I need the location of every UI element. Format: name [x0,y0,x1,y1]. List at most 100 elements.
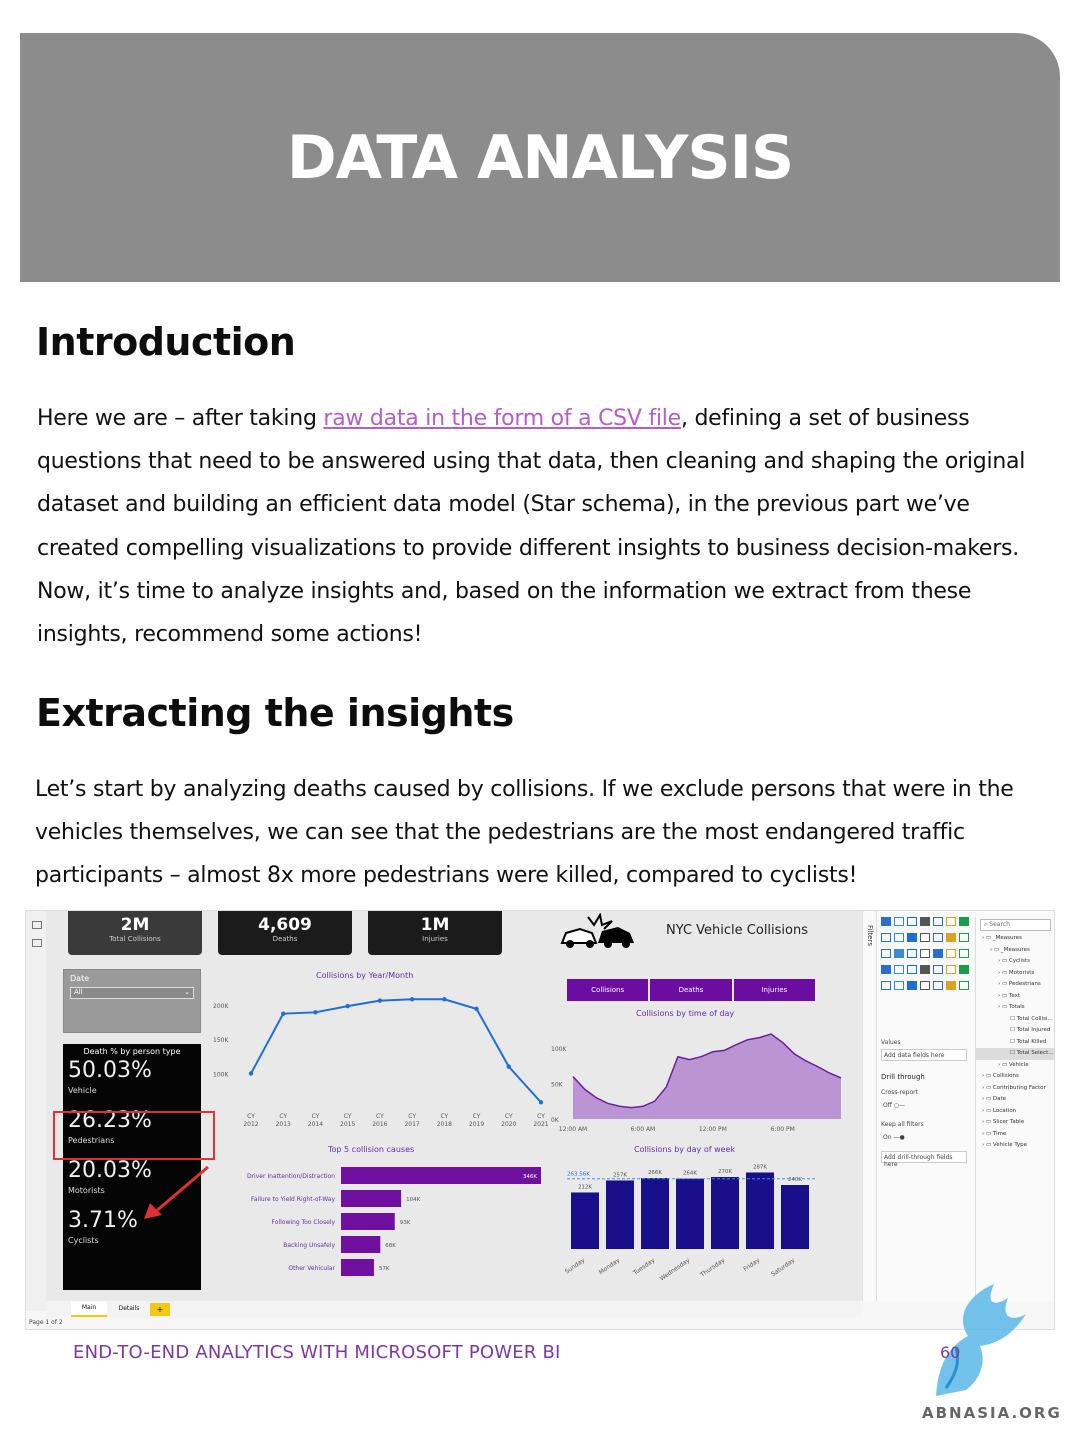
field-item[interactable]: › ▭ Motorists [976,968,1054,980]
field-label: Totals [1008,1004,1025,1010]
search-placeholder: Search [989,921,1010,928]
field-item[interactable]: ☐ Total Select... [976,1048,1054,1060]
x-tick-label: CY [505,1113,513,1120]
field-item[interactable]: › ▭ Totals [976,1002,1054,1014]
visual-type-icon[interactable] [894,933,904,942]
visual-type-icon[interactable] [881,949,891,958]
visual-type-icon[interactable] [933,965,943,974]
visual-type-icon[interactable] [920,933,930,942]
data-point [442,997,447,1002]
visual-type-icon[interactable] [959,933,969,942]
visual-type-icon[interactable] [959,917,969,926]
visual-type-icon[interactable] [881,981,891,990]
cross-report-label: Cross-report [881,1089,918,1096]
visual-type-icon[interactable] [959,965,969,974]
field-item[interactable]: ☐ Total Killed [976,1037,1054,1049]
slicer-dropdown[interactable]: All ⌄ [70,987,194,999]
field-item[interactable]: › ▭ Time [976,1129,1054,1141]
measure-buttons: Collisions Deaths Injuries [567,979,815,1001]
field-item[interactable]: ☐ Total Collisi... [976,1014,1054,1026]
collisions-button[interactable]: Collisions [567,979,649,1001]
field-item[interactable]: › ▭ Vehicle [976,1060,1054,1072]
visual-type-icon[interactable] [946,965,956,974]
visual-type-icon[interactable] [907,933,917,942]
report-view-icon[interactable] [32,921,42,929]
y-tick-label: 100K [551,1046,567,1053]
field-item[interactable]: ☐ Total Injured [976,1025,1054,1037]
page-tabs: Main Details + [46,1301,862,1317]
add-page-button[interactable]: + [150,1303,170,1316]
fields-search[interactable]: ⌕ Search [980,919,1051,931]
visual-type-icon[interactable] [894,949,904,958]
field-item[interactable]: › ▭ Pedestrians [976,979,1054,991]
chart-title: Collisions by time of day [636,1009,735,1018]
visual-type-icon[interactable] [933,949,943,958]
kpi-collisions[interactable]: 2M Total Collisions [68,911,202,955]
visual-type-icon[interactable] [907,917,917,926]
bar [606,1180,634,1249]
table-icon: › ▭ [998,1004,1009,1010]
kpi-injuries[interactable]: 1M Injuries [368,911,502,955]
page-number: 60 [940,1343,961,1362]
field-item[interactable]: › ▭ Contributing Factor [976,1083,1054,1095]
cross-report-toggle[interactable]: Off ○— [883,1102,906,1109]
field-item[interactable]: › ▭ Slicer Table [976,1117,1054,1129]
visualizations-grid [881,917,971,995]
x-tick-label: Thursday [698,1257,726,1280]
keep-filters-label: Keep all filters [881,1121,924,1128]
average-label: 263.56K [567,1172,590,1178]
visual-type-icon[interactable] [920,981,930,990]
table-icon: › ▭ [982,1107,993,1114]
tab-details[interactable]: Details [118,1305,140,1312]
visual-type-icon[interactable] [894,981,904,990]
visual-type-icon[interactable] [959,981,969,990]
visual-type-icon[interactable] [894,965,904,974]
field-item[interactable]: › ▭ Date [976,1094,1054,1106]
filters-pane-collapsed[interactable]: Filters [863,911,877,1301]
field-item[interactable]: › ▭ _Measures [976,933,1054,945]
visual-type-icon[interactable] [920,965,930,974]
keep-filters-toggle[interactable]: On —● [883,1134,905,1141]
data-view-icon[interactable] [32,939,42,947]
visual-type-icon[interactable] [946,949,956,958]
field-item[interactable]: › ▭ Cyclists [976,956,1054,968]
x-tick-label: CY [408,1113,416,1120]
visual-type-icon[interactable] [946,933,956,942]
visual-type-icon[interactable] [907,981,917,990]
field-item[interactable]: › ▭ Text [976,991,1054,1003]
visual-type-icon[interactable] [881,933,891,942]
visual-type-icon[interactable] [933,917,943,926]
csv-link[interactable]: raw data in the form of a CSV file [323,406,681,431]
x-tick-label: CY [279,1113,287,1120]
x-tick-label: 2012 [243,1121,258,1128]
field-item[interactable]: › ▭ Collisions [976,1071,1054,1083]
field-item[interactable]: › ▭ _Measures [976,945,1054,957]
visual-type-icon[interactable] [907,965,917,974]
visual-type-icon[interactable] [920,917,930,926]
pct-value: 3.71% [68,1208,138,1233]
visual-type-icon[interactable] [959,949,969,958]
field-item[interactable]: › ▭ Vehicle Type [976,1140,1054,1152]
visual-type-icon[interactable] [920,949,930,958]
values-well[interactable]: Add data fields here [881,1049,967,1061]
visual-type-icon[interactable] [894,917,904,926]
visual-type-icon[interactable] [881,965,891,974]
visual-type-icon[interactable] [907,949,917,958]
field-item[interactable]: › ▭ Location [976,1106,1054,1118]
kpi-deaths[interactable]: 4,609 Deaths [218,911,352,955]
category-label: Failure to Yield Right-of-Way [251,1196,335,1203]
visual-type-icon[interactable] [946,917,956,926]
injuries-button[interactable]: Injuries [733,979,815,1001]
category-label: Following Too Closely [272,1219,336,1226]
kpi-label: Total Collisions [109,935,161,943]
tab-main[interactable]: Main [71,1301,107,1317]
drill-through-label: Drill through [881,1073,925,1081]
visual-type-icon[interactable] [881,917,891,926]
drill-through-well[interactable]: Add drill-through fields here [881,1151,967,1168]
deaths-button[interactable]: Deaths [650,979,732,1001]
visual-type-icon[interactable] [933,981,943,990]
x-tick-label: 2013 [276,1121,291,1128]
visual-type-icon[interactable] [933,933,943,942]
visual-type-icon[interactable] [946,981,956,990]
date-slicer[interactable]: Date All ⌄ [63,969,201,1033]
